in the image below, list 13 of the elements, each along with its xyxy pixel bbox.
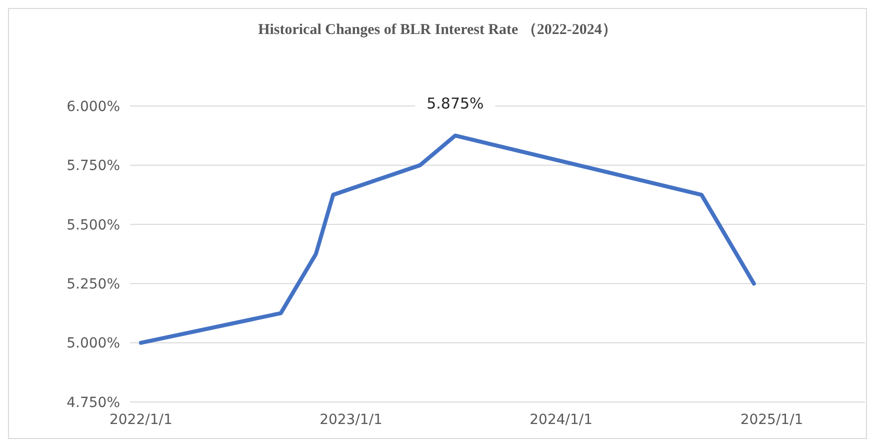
y-tick-label: 5.750% <box>66 158 120 174</box>
y-tick-label: 5.500% <box>66 217 120 234</box>
y-tick-label: 5.000% <box>66 336 120 352</box>
line-series <box>138 134 756 345</box>
y-tick-label: 6.000% <box>66 98 120 115</box>
x-tick-label: 2022/1/1 <box>109 412 172 428</box>
y-tick-label: 4.750% <box>66 394 120 411</box>
x-tick-label: 2025/1/1 <box>740 412 804 428</box>
x-tick-label: 2023/1/1 <box>320 412 382 428</box>
y-tick-label: 5.250% <box>66 276 120 292</box>
x-tick-label: 2024/1/1 <box>530 412 593 428</box>
annotation: 5.875% <box>426 94 484 113</box>
chart-title: Historical Changes of BLR Interest Rate （2022-2024） <box>258 22 617 38</box>
